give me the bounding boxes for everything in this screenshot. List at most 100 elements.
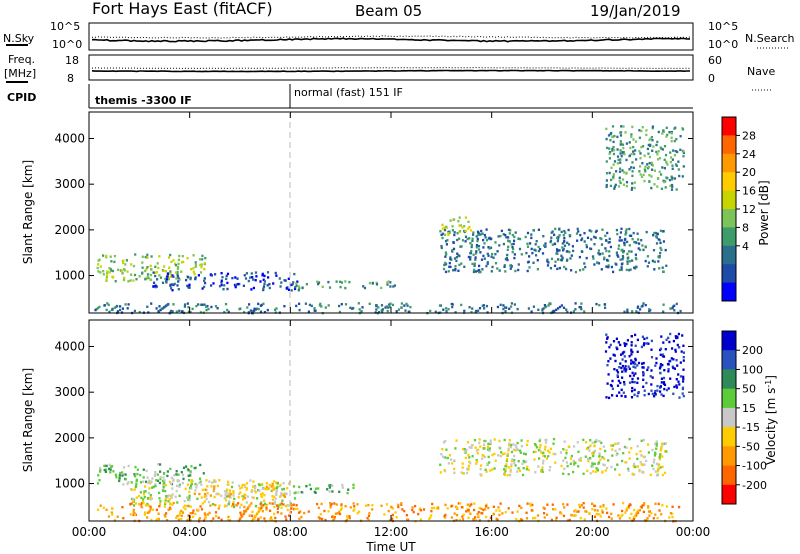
colorbar-tick-label: 8 bbox=[742, 221, 749, 234]
heatmap-cell bbox=[678, 383, 681, 386]
heatmap-cell bbox=[444, 255, 447, 258]
heatmap-cell bbox=[663, 387, 666, 391]
heatmap-cell bbox=[611, 454, 614, 457]
heatmap-cell bbox=[278, 484, 281, 488]
heatmap-cell bbox=[232, 491, 235, 495]
heatmap-cell bbox=[467, 516, 470, 519]
heatmap-cell bbox=[567, 473, 570, 476]
heatmap-cell bbox=[652, 467, 655, 471]
nsky-label: N.Sky bbox=[3, 32, 35, 45]
heatmap-cell bbox=[546, 449, 550, 453]
heatmap-cell bbox=[506, 474, 509, 477]
heatmap-cell bbox=[661, 266, 664, 269]
heatmap-cell bbox=[645, 133, 648, 137]
heatmap-cell bbox=[223, 310, 226, 314]
heatmap-cell bbox=[554, 260, 557, 263]
heatmap-cell bbox=[328, 490, 331, 493]
heatmap-cell bbox=[636, 457, 639, 461]
heatmap-cell bbox=[480, 507, 483, 510]
heatmap-cell bbox=[509, 264, 512, 267]
heatmap-cell bbox=[165, 512, 168, 515]
heatmap-cell bbox=[657, 238, 660, 241]
heatmap-cell bbox=[584, 265, 587, 269]
heatmap-cell bbox=[554, 461, 557, 464]
heatmap-cell bbox=[576, 239, 579, 242]
heatmap-cell bbox=[155, 479, 158, 482]
heatmap-cell bbox=[635, 514, 638, 517]
heatmap-cell bbox=[656, 177, 660, 180]
velocity-colorbar-label: Velocity [m s-1] bbox=[764, 375, 778, 465]
heatmap-cell bbox=[541, 252, 545, 255]
heatmap-cell bbox=[406, 304, 409, 307]
heatmap-cell bbox=[608, 171, 611, 175]
heatmap-cell bbox=[469, 256, 472, 259]
heatmap-cell bbox=[612, 353, 615, 356]
heatmap-cell bbox=[518, 247, 522, 251]
colorbar-swatch bbox=[722, 369, 736, 390]
heatmap-cell bbox=[200, 266, 203, 269]
heatmap-cell bbox=[552, 309, 555, 313]
heatmap-cell bbox=[616, 135, 619, 139]
heatmap-cell bbox=[263, 517, 266, 520]
heatmap-cell bbox=[273, 512, 276, 516]
heatmap-cell bbox=[149, 493, 152, 497]
heatmap-cell bbox=[353, 508, 356, 511]
heatmap-cell bbox=[185, 465, 188, 468]
heatmap-cell bbox=[611, 379, 614, 383]
heatmap-cell bbox=[570, 269, 573, 272]
heatmap-cell bbox=[641, 362, 644, 365]
heatmap-cell bbox=[187, 306, 190, 309]
heatmap-cell bbox=[608, 396, 611, 400]
heatmap-cell bbox=[285, 505, 288, 508]
heatmap-cell bbox=[647, 165, 650, 169]
heatmap-cell bbox=[577, 230, 580, 233]
heatmap-cell bbox=[281, 488, 284, 491]
heatmap-cell bbox=[164, 498, 167, 502]
heatmap-cell bbox=[225, 504, 228, 507]
heatmap-cell bbox=[627, 469, 630, 472]
heatmap-cell bbox=[259, 280, 262, 283]
heatmap-cell bbox=[462, 447, 465, 451]
heatmap-cell bbox=[674, 348, 677, 352]
heatmap-cell bbox=[189, 505, 192, 508]
heatmap-cell bbox=[510, 465, 513, 468]
heatmap-cell bbox=[292, 485, 296, 488]
heatmap-cell bbox=[598, 440, 601, 443]
heatmap-cell bbox=[540, 451, 543, 454]
heatmap-cell bbox=[284, 279, 287, 282]
heatmap-cell bbox=[623, 368, 626, 372]
heatmap-cell bbox=[670, 188, 674, 191]
heatmap-cell bbox=[106, 271, 109, 275]
heatmap-cell bbox=[227, 483, 230, 486]
heatmap-cell bbox=[568, 518, 571, 522]
heatmap-cell bbox=[231, 276, 234, 280]
heatmap-cell bbox=[251, 276, 254, 279]
heatmap-cell bbox=[244, 277, 248, 280]
heatmap-cell bbox=[329, 504, 332, 507]
heatmap-cell bbox=[510, 459, 514, 463]
velocity-colorbar-label-close: ] bbox=[764, 375, 778, 380]
heatmap-cell bbox=[591, 465, 594, 468]
heatmap-cell bbox=[660, 442, 664, 445]
heatmap-cell bbox=[565, 449, 568, 452]
heatmap-cell bbox=[492, 256, 495, 259]
heatmap-cell bbox=[151, 486, 154, 489]
heatmap-cell bbox=[630, 250, 633, 253]
heatmap-cell bbox=[257, 307, 260, 311]
heatmap-cell bbox=[133, 473, 136, 476]
heatmap-cell bbox=[614, 442, 617, 446]
heatmap-cell bbox=[165, 495, 168, 498]
heatmap-cell bbox=[162, 483, 166, 486]
heatmap-cell bbox=[163, 505, 166, 508]
heatmap-cell bbox=[453, 231, 456, 234]
heatmap-cell bbox=[320, 502, 323, 506]
heatmap-cell bbox=[519, 451, 522, 454]
heatmap-cell bbox=[331, 515, 334, 519]
heatmap-cell bbox=[287, 288, 291, 291]
heatmap-cell bbox=[155, 519, 158, 522]
heatmap-cell bbox=[572, 470, 575, 474]
heatmap-cell bbox=[656, 232, 659, 236]
heatmap-cell bbox=[633, 473, 636, 476]
heatmap-cell bbox=[605, 265, 608, 268]
heatmap-cell bbox=[271, 502, 274, 505]
